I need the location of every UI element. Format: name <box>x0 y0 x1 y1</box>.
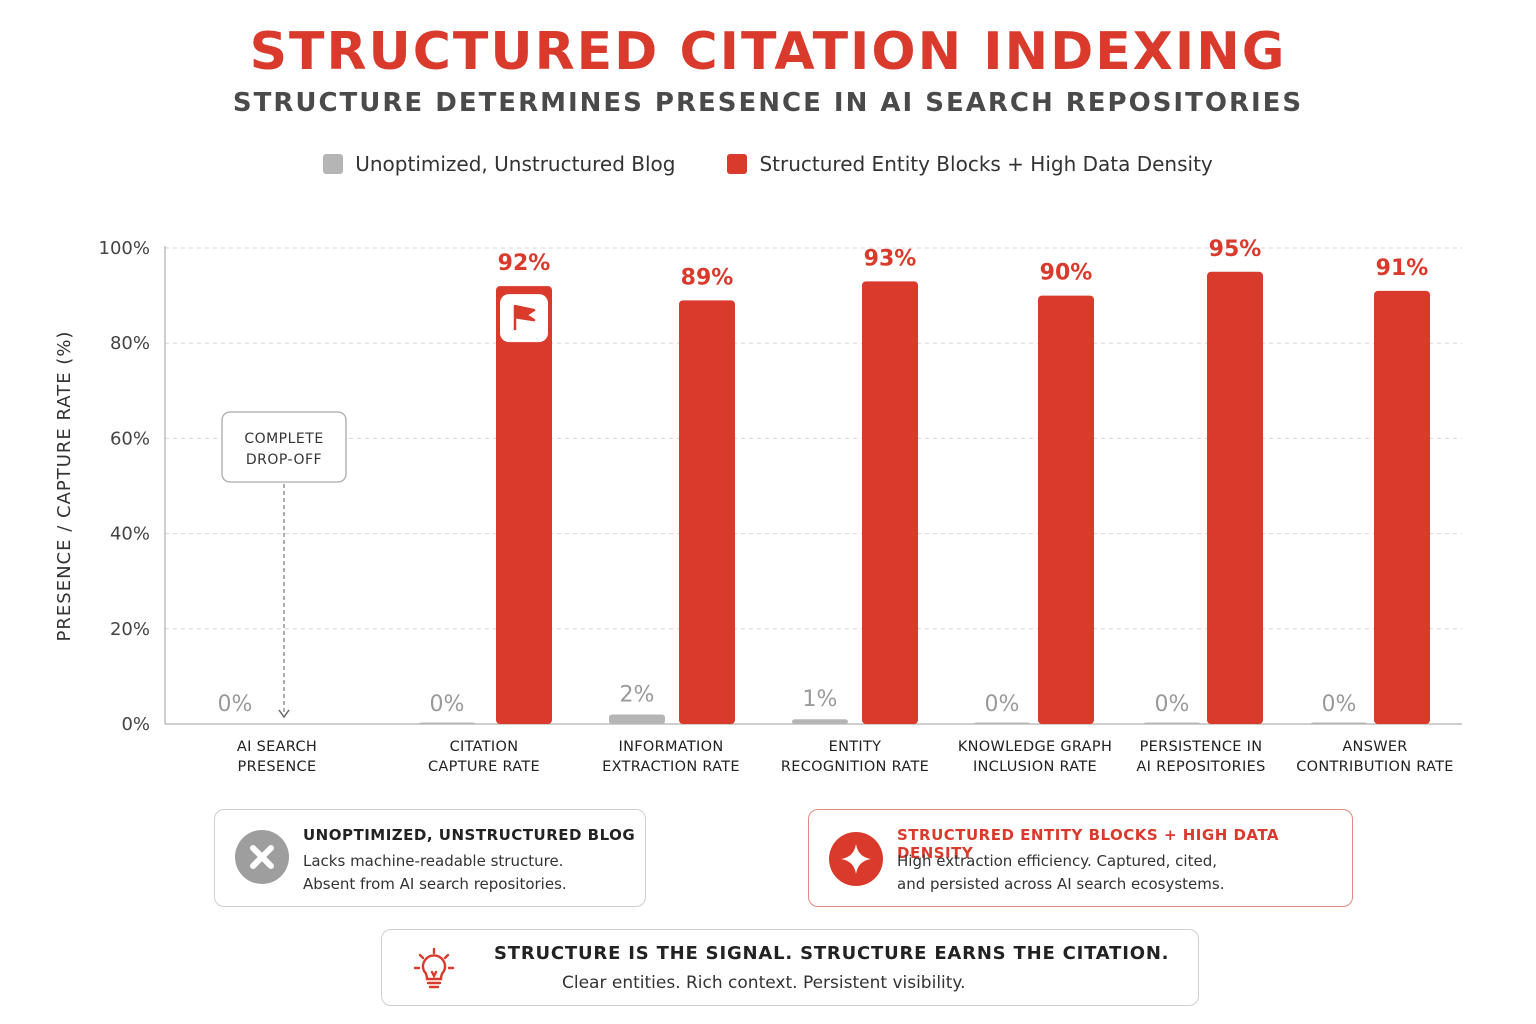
annotation-arrow-head <box>278 709 290 719</box>
x-tick-label: PRESENCE <box>238 759 317 775</box>
legend-swatch-red <box>727 154 748 174</box>
data-label-structured: 95% <box>1209 237 1262 262</box>
x-tick-label: CITATION <box>450 739 519 755</box>
x-tick-label: PERSISTENCE IN <box>1140 739 1263 755</box>
y-tick-label: 60% <box>110 428 150 449</box>
data-label-structured: 90% <box>1040 261 1093 286</box>
x-tick-label: EXTRACTION RATE <box>602 759 740 775</box>
x-tick-label: AI SEARCH <box>237 739 317 755</box>
data-label-unoptimized: 0% <box>430 692 465 717</box>
bar-unoptimized <box>792 719 848 724</box>
bar-structured <box>1374 290 1430 724</box>
y-tick-label: 80% <box>110 333 150 354</box>
chart-legend: Unoptimized, Unstructured Blog Structure… <box>0 152 1536 176</box>
x-tick-label: RECOGNITION RATE <box>781 759 929 775</box>
x-tick-label: ANSWER <box>1342 739 1407 755</box>
legend-item-unoptimized: Unoptimized, Unstructured Blog <box>323 152 675 176</box>
x-tick-label: CAPTURE RATE <box>428 759 540 775</box>
y-tick-label: 0% <box>121 714 150 735</box>
page-subtitle: STRUCTURE DETERMINES PRESENCE IN AI SEAR… <box>232 88 1304 118</box>
x-tick-label: AI REPOSITORIES <box>1136 759 1265 775</box>
data-label-structured: 93% <box>864 246 917 271</box>
bar-structured <box>496 286 552 724</box>
y-axis-label: PRESENCE / CAPTURE RATE (%) <box>54 331 75 642</box>
x-tick-label: INCLUSION RATE <box>973 759 1097 775</box>
x-tick-label: KNOWLEDGE GRAPH <box>958 739 1112 755</box>
card-unoptimized-title: UNOPTIMIZED, UNSTRUCTURED BLOG <box>303 826 636 844</box>
card-unoptimized-text: Lacks machine-readable structure. Absent… <box>303 850 567 896</box>
page-title: STRUCTURED CITATION INDEXING <box>249 22 1287 82</box>
bar-unoptimized <box>609 714 665 724</box>
card-unoptimized-line2: Absent from AI search repositories. <box>303 875 567 893</box>
y-tick-label: 40% <box>110 524 150 545</box>
flag-icon <box>513 304 536 331</box>
bar-unoptimized <box>974 722 1030 724</box>
sparkle-icon <box>829 832 883 886</box>
card-unoptimized-line1: Lacks machine-readable structure. <box>303 852 564 870</box>
card-structured-line1: High extraction efficiency. Captured, ci… <box>897 852 1217 870</box>
x-tick-label: INFORMATION <box>619 739 724 755</box>
bar-chart: 0% 20% 40% 60% 80% 100% PRESENCE / CAPTURE RAT… <box>54 237 1462 775</box>
bar-unoptimized <box>1311 722 1367 724</box>
annotation-box <box>221 411 347 483</box>
bar-unoptimized <box>1144 722 1200 724</box>
data-label-structured: 89% <box>681 265 734 290</box>
y-tick-label: 100% <box>99 238 150 259</box>
legend-item-structured: Structured Entity Blocks + High Data Den… <box>727 152 1213 176</box>
x-tick-label: CONTRIBUTION RATE <box>1296 759 1454 775</box>
data-label-unoptimized: 0% <box>218 692 253 717</box>
card-structured-text: High extraction efficiency. Captured, ci… <box>897 850 1224 896</box>
data-label-unoptimized: 0% <box>1155 692 1190 717</box>
card-signal: STRUCTURE IS THE SIGNAL. STRUCTURE EARNS… <box>381 929 1199 1006</box>
lightbulb-icon <box>412 946 456 992</box>
card-structured: STRUCTURED ENTITY BLOCKS + HIGH DATA DEN… <box>808 809 1353 907</box>
legend-swatch-gray <box>323 154 344 174</box>
bar-structured <box>1207 271 1263 724</box>
bar-unoptimized <box>419 722 475 724</box>
bar-structured <box>1038 295 1094 724</box>
y-tick-label: 20% <box>110 619 150 640</box>
data-label-unoptimized: 2% <box>620 682 655 707</box>
card-signal-title: STRUCTURE IS THE SIGNAL. STRUCTURE EARNS… <box>494 943 1170 964</box>
data-label-unoptimized: 0% <box>985 692 1020 717</box>
data-label-structured: 92% <box>498 251 551 276</box>
card-signal-subtitle: Clear entities. Rich context. Persistent… <box>562 973 966 993</box>
data-label-unoptimized: 0% <box>1322 692 1357 717</box>
legend-label-unoptimized: Unoptimized, Unstructured Blog <box>355 152 676 176</box>
x-tick-label: ENTITY <box>829 739 882 755</box>
x-circle-icon <box>235 830 289 884</box>
card-structured-line2: and persisted across AI search ecosystem… <box>897 875 1225 893</box>
data-label-unoptimized: 1% <box>803 687 838 712</box>
data-label-structured: 91% <box>1376 256 1429 281</box>
card-unoptimized: UNOPTIMIZED, UNSTRUCTURED BLOG Lacks mac… <box>214 809 646 907</box>
card-structured-title: STRUCTURED ENTITY BLOCKS + HIGH DATA DEN… <box>897 826 1280 862</box>
bar-structured <box>862 281 918 724</box>
legend-label-structured: Structured Entity Blocks + High Data Den… <box>759 152 1213 176</box>
bar-structured <box>679 300 735 724</box>
annotation-text: DROP-OFF <box>246 452 322 468</box>
annotation-text: COMPLETE <box>244 431 323 447</box>
